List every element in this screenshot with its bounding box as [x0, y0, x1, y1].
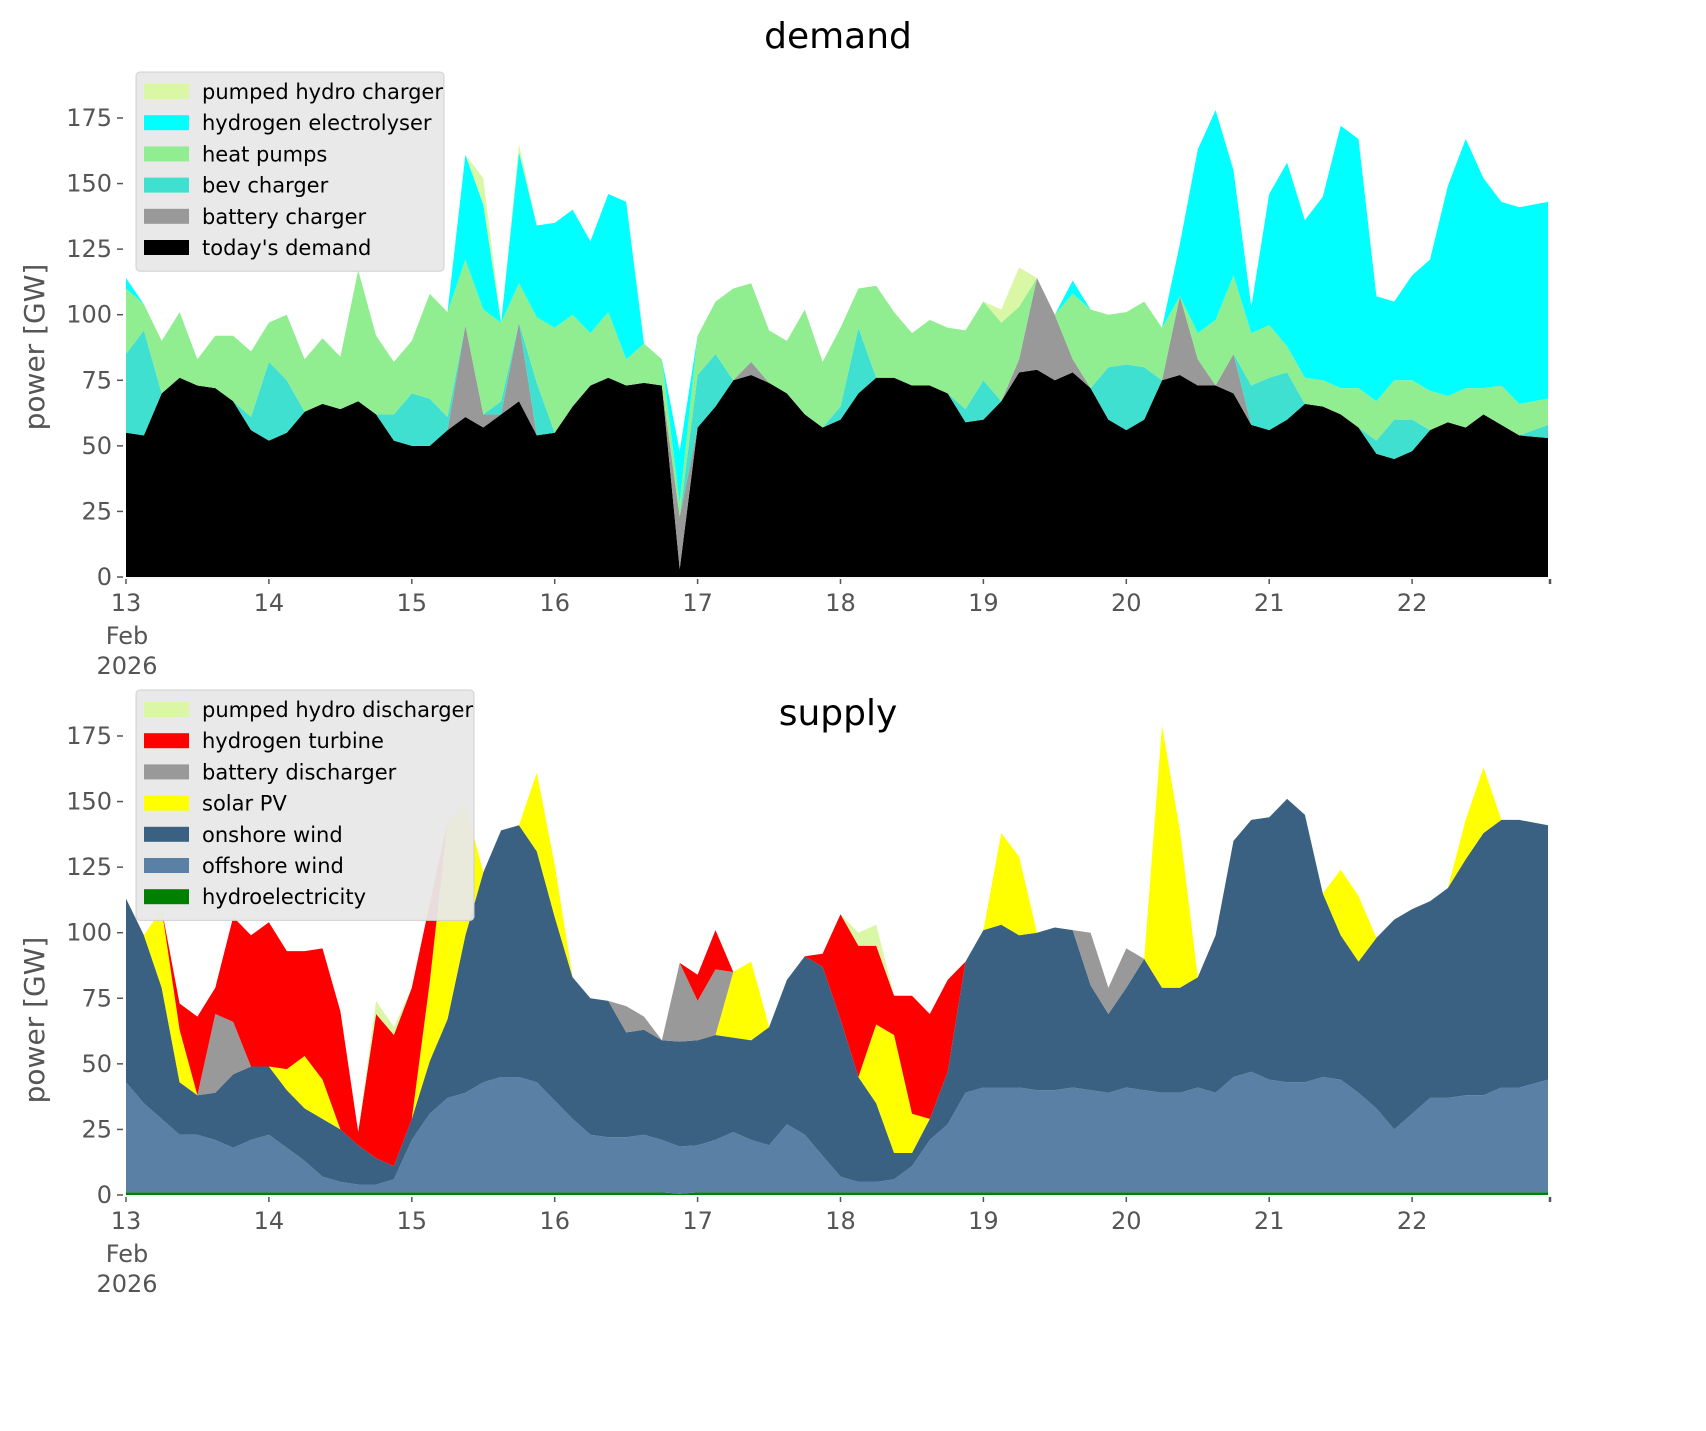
area-bev-charger — [126, 278, 1548, 517]
legend-swatch-hydrogen-electrolyser — [144, 115, 189, 131]
y-tick-label: 25 — [81, 1115, 112, 1143]
x-tick-label: 17 — [682, 589, 713, 617]
legend-swatch-today-s-demand — [144, 240, 189, 255]
y-tick-label: 150 — [66, 170, 112, 198]
area-hydrogen-turbine — [126, 725, 1548, 1167]
y-tick-label: 150 — [66, 788, 112, 816]
legend-swatch-offshore-wind — [144, 858, 189, 873]
legend-box — [135, 689, 475, 921]
legend-swatch-hydroelectricity — [144, 889, 189, 905]
legend-swatch-pumped-hydro-charger — [144, 84, 189, 99]
legend-swatch-bev-charger — [144, 177, 189, 193]
legend-label-offshore-wind: offshore wind — [202, 854, 344, 878]
legend-swatch-pumped-hydro-discharger — [144, 702, 189, 717]
x-tick-label: 15 — [397, 1207, 428, 1235]
legend-swatch-solar-pv — [144, 795, 189, 811]
legend-swatch-battery-charger — [144, 208, 189, 224]
legend-swatch-battery-discharger — [144, 764, 189, 780]
legend-label-bev-charger: bev charger — [202, 174, 329, 198]
area-heat-pumps — [126, 259, 1548, 517]
x-tick-label: 16 — [539, 1207, 570, 1235]
y-tick-label: 175 — [66, 104, 112, 132]
legend-label-pumped-hydro-charger: pumped hydro charger — [202, 80, 443, 104]
supply-legend: pumped hydro discharger hydrogen turbine b… — [135, 689, 475, 921]
legend-swatch-heat-pumps — [144, 146, 189, 162]
y-tick-label: 0 — [97, 1181, 112, 1209]
y-tick-label: 75 — [81, 984, 112, 1012]
x-tick-month: Feb — [106, 1240, 149, 1268]
x-tick-label: 13 — [111, 589, 142, 617]
area-battery-charger — [126, 278, 1548, 570]
x-tick-label: 15 — [397, 589, 428, 617]
legend-label-heat-pumps: heat pumps — [202, 142, 327, 166]
area-hydroelectricity — [126, 1192, 1548, 1195]
legend-box — [135, 71, 445, 272]
x-tick-month: Feb — [106, 622, 149, 650]
y-tick-label: 25 — [81, 497, 112, 525]
area-hydrogen-electrolyser — [126, 110, 1548, 504]
legend-label-hydrogen-electrolyser: hydrogen electrolyser — [202, 111, 432, 135]
demand-legend: pumped hydro charger hydrogen electrolyse… — [135, 71, 445, 272]
x-tick-label: 22 — [1397, 589, 1428, 617]
x-tick-label: 19 — [968, 1207, 999, 1235]
y-tick-label: 75 — [81, 366, 112, 394]
area-onshore-wind — [126, 798, 1548, 1185]
x-tick-label: 14 — [254, 589, 285, 617]
x-tick-label: 21 — [1254, 1207, 1285, 1235]
demand-title: demand — [764, 16, 912, 57]
y-tick-label: 175 — [66, 722, 112, 750]
demand-y-axis-label: power [GW] — [18, 264, 51, 431]
legend-label-onshore-wind: onshore wind — [202, 823, 343, 847]
legend-label-pumped-hydro-discharger: pumped hydro discharger — [202, 698, 473, 722]
y-tick-label: 0 — [97, 563, 112, 591]
y-tick-label: 125 — [66, 235, 112, 263]
x-tick-label: 20 — [1111, 589, 1142, 617]
x-tick-year: 2026 — [96, 1270, 157, 1298]
y-tick-label: 100 — [66, 301, 112, 329]
legend-label-battery-charger: battery charger — [202, 205, 367, 229]
x-tick-label: 13 — [111, 1207, 142, 1235]
supply-areas — [126, 725, 1548, 1195]
supply-y-axis-label: power [GW] — [18, 937, 51, 1104]
demand-areas — [126, 110, 1548, 577]
x-tick-label: 17 — [682, 1207, 713, 1235]
legend-label-hydrogen-turbine: hydrogen turbine — [202, 729, 384, 753]
area-pumped-hydro-charger — [126, 110, 1548, 452]
x-tick-label: 22 — [1397, 1207, 1428, 1235]
x-tick-label: 21 — [1254, 589, 1285, 617]
legend-label-hydroelectricity: hydroelectricity — [202, 885, 366, 909]
area-offshore-wind — [126, 1071, 1548, 1194]
y-tick-label: 50 — [81, 1050, 112, 1078]
supply-title: supply — [779, 693, 898, 734]
x-tick-label: 19 — [968, 589, 999, 617]
y-tick-label: 100 — [66, 919, 112, 947]
x-tick-label: 18 — [825, 589, 856, 617]
legend-label-solar-pv: solar PV — [202, 792, 287, 816]
x-tick-label: 14 — [254, 1207, 285, 1235]
legend-swatch-hydrogen-turbine — [144, 733, 189, 749]
x-tick-label: 18 — [825, 1207, 856, 1235]
legend-swatch-onshore-wind — [144, 826, 189, 842]
area-today-s-demand — [126, 369, 1548, 577]
y-tick-label: 50 — [81, 432, 112, 460]
legend-label-today-s-demand: today's demand — [202, 236, 371, 260]
x-tick-label: 20 — [1111, 1207, 1142, 1235]
y-tick-label: 125 — [66, 853, 112, 881]
legend-label-battery-discharger: battery discharger — [202, 760, 397, 784]
x-tick-year: 2026 — [96, 652, 157, 680]
x-tick-label: 16 — [539, 589, 570, 617]
